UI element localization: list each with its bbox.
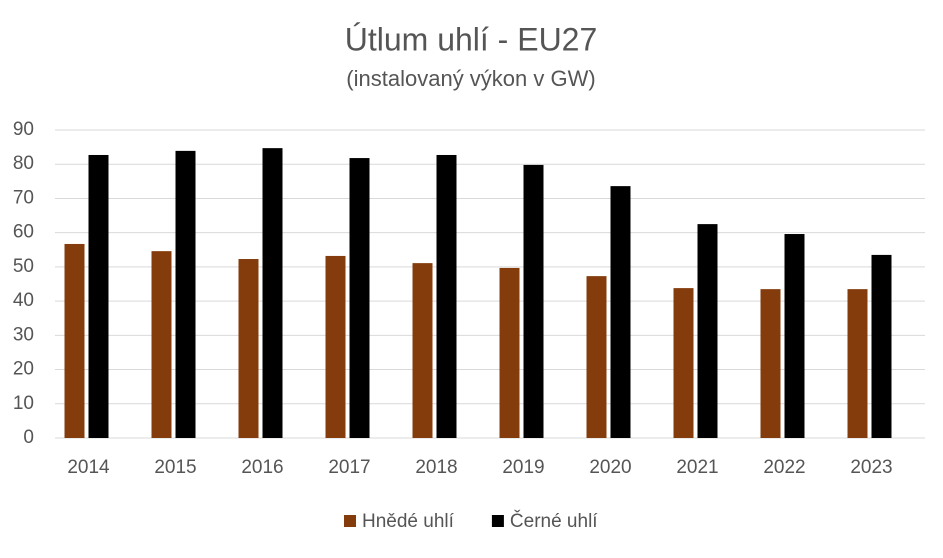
y-tick-label: 50 [13, 256, 34, 277]
bar [175, 150, 196, 438]
bar [412, 263, 433, 438]
bar [760, 289, 781, 438]
bar [238, 259, 259, 438]
bar [673, 288, 694, 438]
y-tick-label: 70 [13, 187, 34, 208]
bar [325, 255, 346, 438]
legend-label: Černé uhlí [510, 510, 598, 532]
x-tick-label: 2015 [154, 457, 196, 478]
y-tick-label: 10 [13, 393, 34, 414]
x-tick-label: 2023 [850, 457, 892, 478]
bar [610, 186, 631, 438]
legend-swatch [344, 515, 356, 527]
chart-title: Útlum uhlí - EU27 [345, 21, 598, 57]
x-tick-label: 2016 [241, 457, 283, 478]
legend-label: Hnědé uhlí [362, 511, 455, 532]
chart-subtitle: (instalovaný výkon v GW) [346, 66, 595, 91]
bar [88, 154, 109, 438]
bar [64, 243, 85, 438]
bar [847, 289, 868, 438]
x-tick-label: 2017 [328, 457, 370, 478]
bar [523, 164, 544, 438]
bar [586, 276, 607, 438]
bar [499, 267, 520, 438]
bar [349, 158, 370, 438]
x-tick-label: 2021 [676, 457, 718, 478]
y-tick-label: 30 [13, 324, 34, 345]
legend-swatch [491, 515, 504, 527]
bar [436, 154, 457, 438]
y-tick-label: 80 [13, 153, 34, 174]
x-tick-label: 2019 [502, 457, 544, 478]
bar [151, 251, 172, 438]
y-tick-label: 0 [23, 427, 34, 448]
y-tick-label: 40 [13, 290, 34, 311]
bar [262, 148, 283, 439]
bar [784, 234, 805, 438]
x-tick-label: 2020 [589, 457, 631, 478]
y-tick-label: 60 [13, 222, 34, 243]
y-tick-label: 90 [13, 119, 34, 140]
bar [871, 254, 892, 438]
bar [697, 224, 718, 438]
x-tick-label: 2018 [415, 457, 457, 478]
x-tick-label: 2014 [67, 457, 110, 478]
y-tick-label: 20 [13, 359, 34, 380]
x-tick-label: 2022 [763, 457, 805, 478]
